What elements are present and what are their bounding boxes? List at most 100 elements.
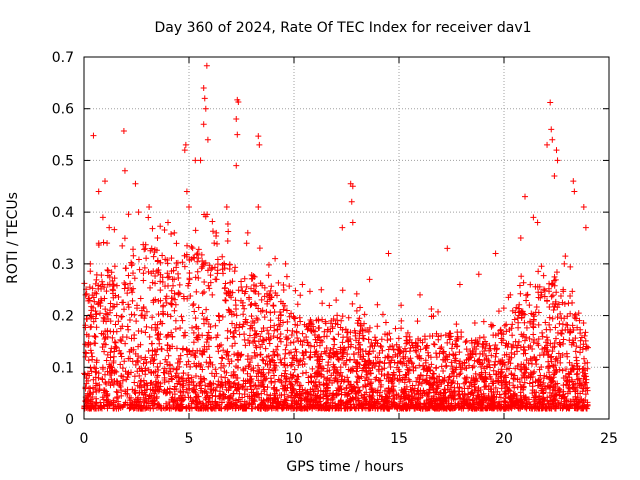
data-point [357, 353, 364, 360]
data-point [546, 375, 553, 382]
data-point [454, 380, 461, 387]
data-point [110, 353, 117, 360]
data-point [438, 332, 445, 339]
data-point [339, 224, 346, 231]
data-point [526, 302, 533, 309]
data-point [112, 292, 119, 299]
data-point [149, 386, 156, 393]
data-point [220, 362, 227, 369]
data-point [546, 369, 553, 376]
data-point [546, 304, 553, 310]
data-point [535, 377, 542, 384]
data-point [176, 281, 183, 288]
data-point [529, 383, 536, 390]
data-point [518, 375, 525, 382]
data-point [563, 350, 570, 357]
data-point [230, 368, 237, 375]
data-point [142, 367, 149, 374]
data-point [403, 337, 410, 344]
data-point [377, 383, 384, 390]
data-point [318, 350, 325, 357]
data-point [341, 344, 348, 351]
data-point [161, 227, 168, 234]
data-point [212, 276, 219, 283]
data-point [376, 392, 383, 399]
data-point [271, 322, 278, 329]
data-point [293, 378, 300, 385]
data-point [397, 359, 404, 366]
data-point [130, 252, 137, 259]
data-point [408, 399, 415, 406]
data-point [243, 240, 250, 247]
data-point [580, 320, 587, 327]
data-point [288, 310, 295, 317]
data-point [499, 379, 506, 386]
data-point [549, 348, 556, 355]
data-point [482, 345, 489, 352]
data-point [573, 360, 580, 367]
data-point [331, 394, 338, 401]
data-point [539, 383, 546, 390]
data-point [350, 351, 357, 358]
data-point [400, 355, 407, 362]
data-point [374, 323, 381, 330]
data-point [157, 259, 164, 266]
data-point [271, 372, 278, 379]
data-point [286, 283, 293, 290]
data-point [550, 307, 557, 314]
data-point [244, 319, 251, 326]
data-point [556, 320, 563, 327]
data-point [409, 342, 416, 349]
data-point [339, 313, 346, 320]
data-point [267, 317, 274, 324]
data-point [255, 305, 262, 312]
data-point [334, 378, 341, 385]
data-point [317, 405, 324, 412]
data-point [104, 333, 111, 340]
data-point [299, 386, 306, 393]
data-point [193, 334, 200, 341]
data-point [372, 387, 379, 394]
data-point [264, 290, 271, 297]
data-point [467, 354, 474, 361]
data-point [553, 289, 560, 296]
data-point [531, 337, 538, 344]
data-point [212, 322, 219, 329]
data-point [317, 394, 324, 401]
data-point [85, 357, 92, 364]
data-point [187, 292, 194, 299]
data-point [218, 341, 225, 348]
data-point [367, 367, 374, 374]
data-point [508, 370, 515, 377]
data-point [578, 334, 585, 341]
data-point [556, 399, 563, 406]
data-point [395, 335, 402, 342]
data-point [303, 334, 310, 341]
data-point [330, 335, 337, 342]
data-point [170, 282, 177, 289]
data-point [582, 329, 589, 336]
data-point [304, 339, 311, 346]
data-point [555, 350, 562, 357]
data-point [369, 386, 376, 393]
data-point [233, 374, 240, 381]
data-point [366, 276, 373, 283]
data-point [550, 363, 557, 370]
data-point [148, 392, 155, 399]
data-point [411, 390, 418, 397]
data-point [142, 397, 149, 404]
data-point [106, 224, 113, 231]
data-point [445, 386, 452, 393]
data-point [189, 398, 196, 405]
data-point [87, 385, 94, 392]
data-point [323, 344, 330, 351]
data-point [157, 380, 164, 387]
data-point [483, 382, 490, 389]
data-point [88, 349, 95, 356]
data-point [97, 302, 104, 309]
data-point [552, 276, 559, 283]
data-point [185, 282, 192, 289]
data-point [478, 391, 485, 398]
data-point [268, 283, 275, 290]
data-point [340, 402, 347, 409]
